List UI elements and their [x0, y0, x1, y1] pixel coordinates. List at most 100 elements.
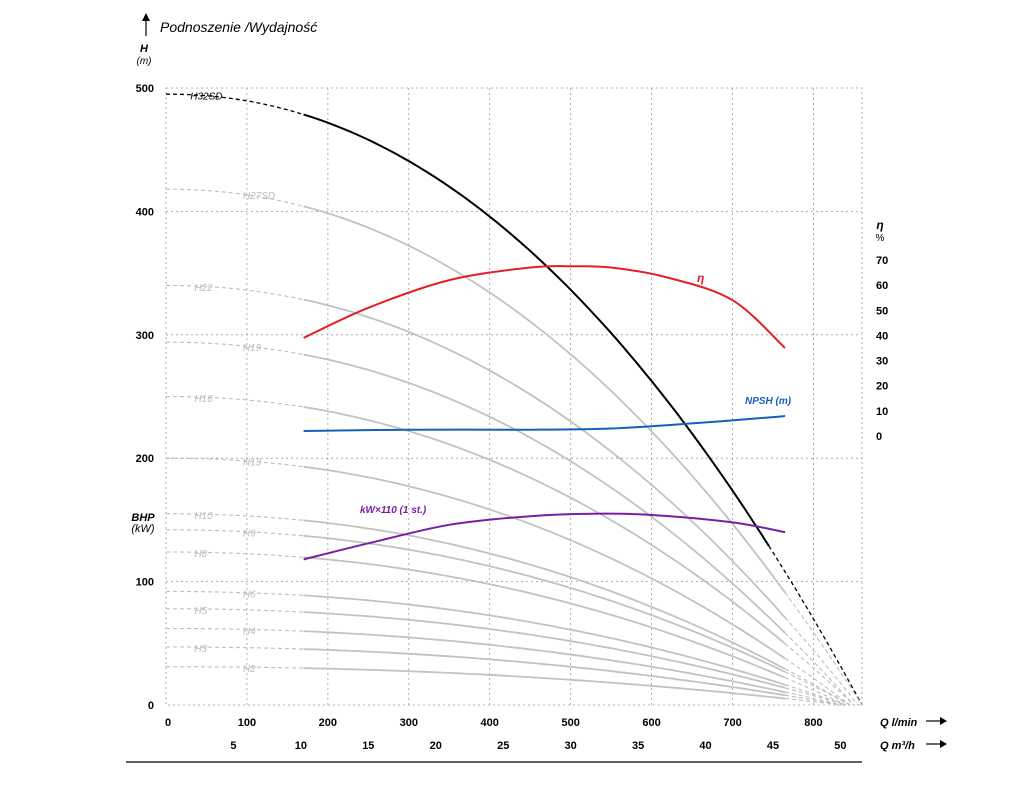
head-curve-start-dashed: [166, 529, 304, 537]
head-curve-h10: [303, 519, 786, 670]
x-tick-label: 700: [723, 717, 741, 729]
head-curve-h3: [303, 648, 786, 697]
eta-tick-label: 0: [876, 431, 882, 443]
head-curve-start-dashed: [166, 646, 304, 650]
head-curve-start-dashed: [166, 513, 304, 521]
x2-tick-label: 25: [497, 740, 509, 752]
eta-curve-label: η: [697, 271, 704, 285]
head-curve-end-dashed: [768, 545, 863, 706]
x-tick-label: 100: [238, 717, 256, 729]
eta-axis-unit: %: [876, 233, 885, 244]
eta-tick-label: 30: [876, 356, 888, 368]
head-curve-start-dashed: [166, 457, 304, 468]
head-curve-label: H6: [243, 590, 256, 601]
head-curve-end-dashed: [784, 687, 846, 706]
x-axis2-label: Q m³/h: [880, 740, 915, 752]
eta-tick-label: 70: [876, 255, 888, 267]
bhp-axis-unit: (kW): [131, 523, 155, 535]
head-curve-start-dashed: [166, 627, 304, 632]
x2-tick-label: 40: [699, 740, 711, 752]
head-curve-label: H5: [194, 606, 207, 617]
x2-tick-label: 20: [430, 740, 442, 752]
eta-tick-label: 50: [876, 305, 888, 317]
head-curve-h4: [303, 630, 786, 694]
head-curve-end-dashed: [785, 698, 842, 706]
eta-tick-label: 40: [876, 330, 888, 342]
head-curve-end-dashed: [784, 684, 846, 706]
x-tick-label: 300: [400, 717, 418, 729]
head-curve-h5: [303, 611, 786, 689]
npsh-curve-label: NPSH (m): [745, 396, 792, 407]
x-tick-label: 400: [481, 717, 499, 729]
eta-tick-label: 60: [876, 280, 888, 292]
grid: [165, 87, 863, 706]
head-curve-start-dashed: [166, 590, 304, 596]
y-tick-label: 500: [136, 83, 154, 95]
head-curve-label: H16: [194, 394, 213, 405]
bhp-axis-label: BHP: [131, 512, 155, 524]
x-tick-label: 600: [642, 717, 660, 729]
head-curve-h8: [303, 556, 786, 679]
eta-axis-label: η: [876, 218, 883, 232]
x-tick-label: 200: [319, 717, 337, 729]
head-curve-start-dashed: [165, 608, 304, 613]
head-curve-h9: [303, 534, 786, 673]
head-curve-label: H19: [243, 343, 262, 354]
curve-labels: H32SD H27SD H22 H19 H16 H13 H10 H9 H8 H6 H5 H4 H3 H2: [190, 92, 275, 675]
x2-tick-label: 50: [834, 740, 846, 752]
head-curve-end-dashed: [784, 691, 842, 706]
y-tick-label: 400: [136, 206, 154, 218]
x2-tick-label: 30: [565, 740, 577, 752]
y-axis-unit: (m): [137, 56, 152, 67]
head-curve-end-dashed: [784, 668, 851, 706]
head-curve-label: H4: [243, 626, 256, 637]
x2-tick-label: 10: [295, 740, 307, 752]
head-curve-h32sd: [303, 113, 770, 547]
head-curve-label: H22: [194, 283, 213, 294]
x2-tick-label: 15: [362, 740, 374, 752]
head-curve-end-dashed: [784, 617, 859, 706]
kw-curve-label: kW×110 (1 st.): [360, 505, 427, 516]
x-tick-label: 500: [561, 717, 579, 729]
head-curve-start-dashed: [166, 666, 304, 669]
head-curve-label: H9: [243, 529, 256, 540]
x-axis-label: Q l/min: [880, 717, 918, 729]
npsh-curve: [303, 414, 786, 432]
head-curve-start-dashed: [166, 93, 304, 116]
head-curve-end-dashed: [784, 671, 851, 706]
head-curve-end-dashed: [784, 632, 855, 706]
head-curve-start-dashed: [166, 395, 304, 408]
x-tick-label: 800: [804, 717, 822, 729]
y-axis-label: H: [140, 43, 149, 55]
head-curve-start-dashed: [166, 341, 304, 356]
head-curve-end-dashed: [784, 658, 851, 706]
head-curve-start-dashed: [166, 188, 304, 207]
head-curve-extensions: [165, 93, 863, 706]
eta-curve: [303, 265, 786, 349]
kw-curve: [303, 512, 786, 561]
head-curve-end-dashed: [784, 643, 855, 706]
y-tick-label: 300: [136, 330, 154, 342]
x-axis-arrow-icon: [926, 717, 947, 725]
x2-tick-label: 5: [230, 740, 236, 752]
head-curves: [303, 113, 786, 700]
plot-frame: [165, 87, 863, 706]
head-curve-start-dashed: [165, 284, 304, 301]
y-axis-arrow-icon: [142, 13, 150, 36]
head-curve-h13: [303, 465, 786, 660]
eta-tick-label: 10: [876, 406, 888, 418]
head-curve-h19: [303, 353, 786, 634]
head-curve-label: H27SD: [243, 191, 275, 202]
x-axis2-arrow-icon: [926, 740, 947, 748]
head-curve-h2: [303, 667, 786, 700]
head-curve-label: H2: [243, 664, 256, 675]
y-tick-label: 100: [136, 577, 154, 589]
head-curve-end-dashed: [785, 694, 842, 706]
y-tick-label: 0: [148, 700, 154, 712]
chart-title: Podnoszenie /Wydajność: [160, 19, 317, 35]
performance-curves: [303, 265, 786, 561]
head-curve-label: H32SD: [190, 92, 222, 103]
head-curve-h6: [303, 594, 786, 686]
